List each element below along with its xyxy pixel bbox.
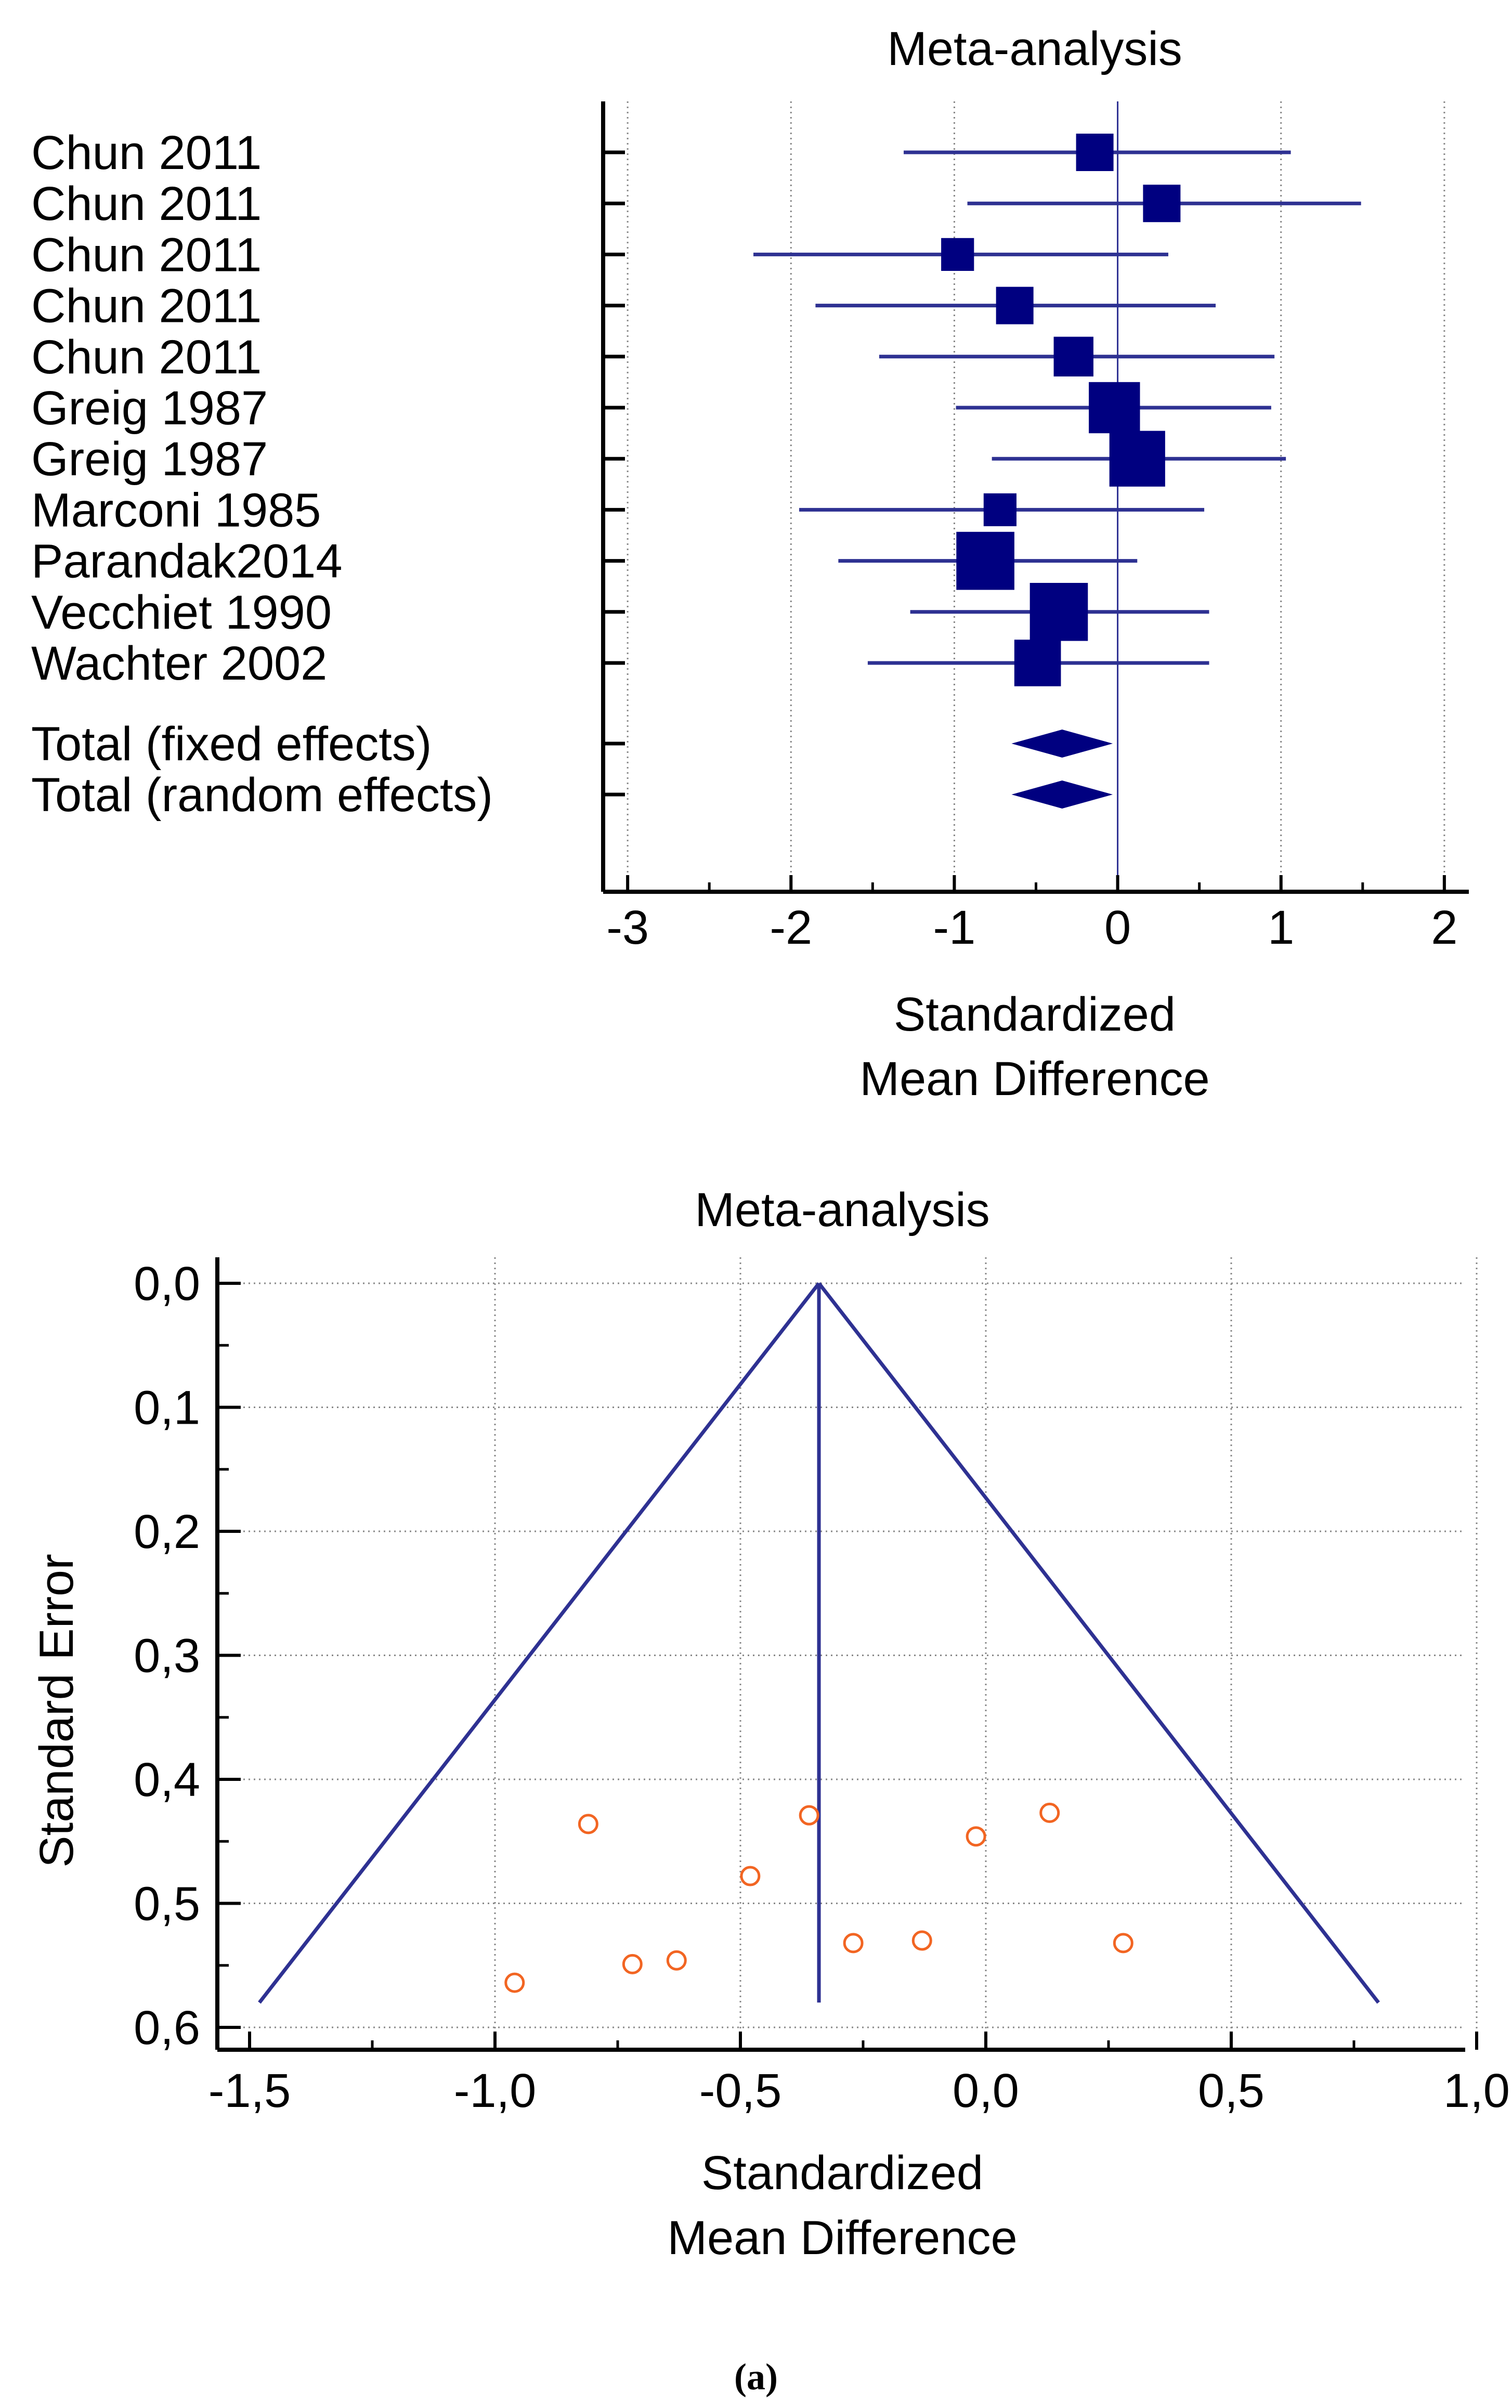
funnel-y-tick-label: 0,5 — [134, 1878, 200, 1931]
funnel-grid — [217, 1257, 1478, 2050]
effect-square — [1143, 185, 1181, 223]
funnel-right-line — [817, 1282, 1380, 2004]
total-label: Total (fixed effects) — [31, 718, 432, 771]
study-label: Greig 1987 — [31, 433, 268, 486]
effect-square — [1109, 431, 1165, 487]
effect-square — [1089, 382, 1140, 434]
funnel-y-tick-label: 0,3 — [134, 1630, 200, 1683]
effect-square — [956, 531, 1014, 590]
forest-x-tick-label: 2 — [1431, 901, 1457, 954]
study-label: Vecchiet 1990 — [31, 586, 332, 639]
funnel-y-tick-label: 0,1 — [134, 1382, 200, 1435]
funnel-x-tick-label: 0,0 — [953, 2064, 1019, 2117]
pooled-diamond — [1011, 730, 1113, 758]
effect-square — [1076, 134, 1114, 171]
study-label: Marconi 1985 — [31, 484, 321, 537]
forest-xlabel-line1: Standardized — [894, 988, 1176, 1041]
study-point — [911, 1930, 932, 1951]
study-label: Chun 2011 — [31, 228, 262, 281]
funnel-lines — [258, 1282, 1380, 2004]
forest-x-tick-label: -3 — [606, 901, 649, 954]
forest-grid — [627, 101, 1445, 892]
funnel-title: Meta-analysis — [695, 1183, 990, 1236]
funnel-left-line — [258, 1282, 820, 2004]
forest-x-tick-label: -2 — [770, 901, 812, 954]
funnel-ticks: 0,0 0,1 0,2 0,3 0,4 0,5 0,6-1,5 -1,0 -0,5 0,0 0,5 1… — [134, 1257, 1510, 2117]
figure-caption: (a) — [734, 2356, 778, 2398]
forest-x-tick-label: -1 — [933, 901, 976, 954]
study-label: Chun 2011 — [31, 331, 262, 384]
effect-square — [996, 287, 1034, 324]
study-point — [1113, 1933, 1133, 1954]
study-point — [1039, 1802, 1060, 1823]
funnel-x-tick-label: -0,5 — [699, 2064, 782, 2117]
effect-square — [1053, 336, 1093, 376]
funnel-x-tick-label: -1,5 — [208, 2064, 291, 2117]
funnel-points — [504, 1802, 1133, 1993]
effect-square — [1029, 583, 1088, 641]
study-point — [966, 1826, 986, 1847]
study-point — [504, 1972, 525, 1993]
funnel-xlabel-line2: Mean Difference — [667, 2211, 1017, 2264]
study-point — [622, 1954, 643, 1974]
study-label: Chun 2011 — [31, 177, 262, 230]
forest-x-tick-label: 1 — [1268, 901, 1294, 954]
effect-square — [983, 493, 1016, 526]
funnel-xlabel-line1: Standardized — [701, 2146, 983, 2199]
study-label: Greig 1987 — [31, 382, 268, 435]
funnel-x-tick-label: -1,0 — [454, 2064, 537, 2117]
forest-axes — [601, 101, 1469, 894]
study-point — [740, 1866, 761, 1886]
forest-marks — [753, 134, 1361, 809]
forest-title: Meta-analysis — [887, 22, 1182, 75]
study-label: Chun 2011 — [31, 280, 262, 333]
funnel-y-tick-label: 0,6 — [134, 2001, 200, 2054]
total-label: Total (random effects) — [31, 769, 493, 822]
effect-square — [1014, 640, 1061, 686]
forest-x-tick-label: 0 — [1104, 901, 1131, 954]
funnel-ylabel: Standard Error — [30, 1554, 83, 1867]
study-label: Parandak2014 — [31, 535, 343, 588]
funnel-y-tick-label: 0,4 — [134, 1753, 200, 1806]
funnel-axes — [215, 1257, 1465, 2052]
effect-square — [941, 238, 974, 271]
study-point — [666, 1950, 687, 1971]
study-label: Chun 2011 — [31, 126, 262, 179]
study-point — [578, 1814, 598, 1834]
funnel-plot: Meta-analysis 0,0 0,1 0,2 0,3 0,4 0,5 0,6-1,5 -… — [30, 1183, 1510, 2264]
funnel-y-tick-label: 0,2 — [134, 1505, 200, 1558]
funnel-y-tick-label: 0,0 — [134, 1257, 200, 1310]
forest-x-ticks: -3 -2 -1 0 1 2 — [606, 875, 1457, 954]
study-point — [799, 1805, 819, 1826]
study-point — [843, 1933, 864, 1954]
forest-xlabel-line2: Mean Difference — [859, 1052, 1209, 1105]
pooled-diamond — [1011, 780, 1113, 809]
funnel-x-tick-label: 0,5 — [1198, 2064, 1265, 2117]
study-label: Wachter 2002 — [31, 637, 327, 690]
funnel-x-tick-label: 1,0 — [1443, 2064, 1510, 2117]
